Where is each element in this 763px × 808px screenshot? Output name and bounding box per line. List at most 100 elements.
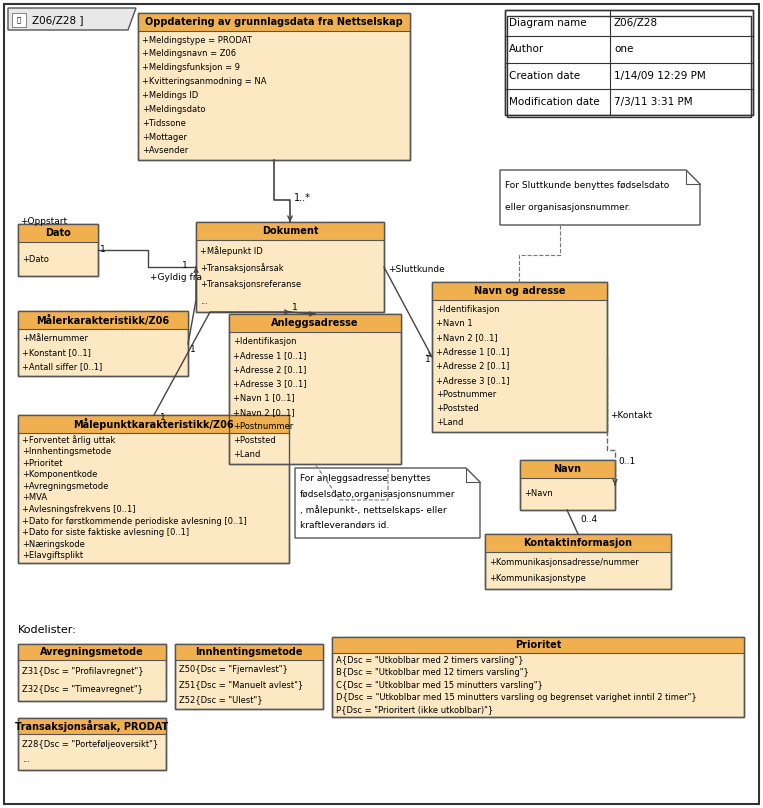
Text: 1..*: 1..* bbox=[294, 193, 311, 203]
Bar bbox=[18, 718, 166, 734]
Bar bbox=[332, 637, 744, 653]
Text: +Meldingsfunksjon = 9: +Meldingsfunksjon = 9 bbox=[142, 63, 240, 72]
Text: C{Dsc = "Utkoblbar med 15 minutters varsling"}: C{Dsc = "Utkoblbar med 15 minutters vars… bbox=[336, 680, 543, 689]
Text: +Sluttkunde: +Sluttkunde bbox=[388, 266, 445, 275]
Text: Dato: Dato bbox=[45, 228, 71, 238]
Text: 0..1: 0..1 bbox=[618, 457, 636, 466]
Text: +Navn 1 [0..1]: +Navn 1 [0..1] bbox=[233, 393, 295, 402]
Bar bbox=[18, 224, 98, 276]
Bar bbox=[520, 460, 615, 478]
Bar bbox=[138, 13, 410, 160]
Bar bbox=[505, 10, 753, 115]
Text: +Identifikasjon: +Identifikasjon bbox=[233, 337, 297, 346]
Text: 1/14/09 12:29 PM: 1/14/09 12:29 PM bbox=[614, 70, 706, 81]
Text: Z32{Dsc = "Timeavregnet"}: Z32{Dsc = "Timeavregnet"} bbox=[22, 685, 143, 694]
Text: P{Dsc = "Prioritert (ikke utkoblbar)"}: P{Dsc = "Prioritert (ikke utkoblbar)"} bbox=[336, 705, 493, 713]
Text: B{Dsc = "Utkoblbar med 12 timers varsling"}: B{Dsc = "Utkoblbar med 12 timers varslin… bbox=[336, 668, 529, 677]
Text: +Oppstart: +Oppstart bbox=[20, 217, 67, 226]
Text: +Kontakt: +Kontakt bbox=[610, 410, 652, 419]
Bar bbox=[18, 718, 166, 770]
Text: 1: 1 bbox=[100, 246, 106, 255]
Text: A{Dsc = "Utkoblbar med 2 timers varsling"}: A{Dsc = "Utkoblbar med 2 timers varsling… bbox=[336, 656, 523, 665]
Bar bbox=[196, 222, 384, 312]
Text: +Land: +Land bbox=[233, 450, 260, 459]
Bar bbox=[196, 222, 384, 312]
Text: +Dato: +Dato bbox=[22, 255, 49, 263]
Text: +Prioritet: +Prioritet bbox=[22, 459, 63, 468]
Polygon shape bbox=[8, 8, 136, 30]
Bar bbox=[18, 415, 289, 433]
Text: +Innhentingsmetode: +Innhentingsmetode bbox=[22, 448, 111, 457]
Text: +Elavgiftsplikt: +Elavgiftsplikt bbox=[22, 551, 83, 560]
Text: 1: 1 bbox=[292, 304, 298, 313]
Bar bbox=[507, 16, 751, 117]
Text: Kontaktinformasjon: Kontaktinformasjon bbox=[523, 538, 633, 548]
Bar bbox=[229, 314, 401, 332]
Bar bbox=[432, 282, 607, 432]
Bar bbox=[332, 637, 744, 717]
Text: one: one bbox=[614, 44, 633, 54]
Text: +Forventet årlig uttak: +Forventet årlig uttak bbox=[22, 436, 115, 445]
Bar bbox=[196, 222, 384, 240]
Text: +Navn 2 [0..1]: +Navn 2 [0..1] bbox=[233, 408, 295, 417]
Bar bbox=[18, 311, 188, 376]
Text: +Næringskode: +Næringskode bbox=[22, 540, 85, 549]
Text: Innhentingsmetode: Innhentingsmetode bbox=[195, 647, 303, 657]
Bar bbox=[18, 311, 188, 329]
Text: , målepunkt-, nettselskaps- eller: , målepunkt-, nettselskaps- eller bbox=[300, 505, 446, 515]
Text: Kodelister:: Kodelister: bbox=[18, 625, 77, 635]
Text: For anleggsadresse benyttes: For anleggsadresse benyttes bbox=[300, 474, 430, 483]
Bar bbox=[485, 534, 671, 589]
Text: +Adresse 2 [0..1]: +Adresse 2 [0..1] bbox=[233, 365, 307, 374]
Text: 7/3/11 3:31 PM: 7/3/11 3:31 PM bbox=[614, 97, 693, 107]
Bar bbox=[520, 460, 615, 510]
Text: kraftleverandørs id.: kraftleverandørs id. bbox=[300, 521, 389, 530]
Bar bbox=[18, 224, 98, 242]
Text: +Adresse 1 [0..1]: +Adresse 1 [0..1] bbox=[436, 347, 510, 356]
Text: +Mottager: +Mottager bbox=[142, 133, 187, 141]
Text: +Antall siffer [0..1]: +Antall siffer [0..1] bbox=[22, 362, 102, 371]
Text: Avregningsmetode: Avregningsmetode bbox=[40, 647, 144, 657]
Text: +Postnummer: +Postnummer bbox=[436, 390, 496, 399]
Text: +Navn: +Navn bbox=[524, 490, 552, 499]
Bar bbox=[18, 311, 188, 376]
Text: +Tidssone: +Tidssone bbox=[142, 119, 186, 128]
Bar bbox=[175, 644, 323, 709]
Text: Målepunktkarakteristikk/Z06: Målepunktkarakteristikk/Z06 bbox=[73, 418, 233, 430]
Bar bbox=[432, 282, 607, 432]
Text: ...: ... bbox=[200, 297, 208, 305]
Text: +Dato for førstkommende periodiske avlesning [0..1]: +Dato for førstkommende periodiske avles… bbox=[22, 516, 246, 525]
Polygon shape bbox=[500, 170, 700, 225]
Text: +Navn 2 [0..1]: +Navn 2 [0..1] bbox=[436, 333, 497, 342]
Text: +Poststed: +Poststed bbox=[233, 436, 275, 445]
Bar bbox=[432, 282, 607, 300]
Text: +Gyldig fra: +Gyldig fra bbox=[150, 273, 202, 283]
Text: Z06/Z28 ]: Z06/Z28 ] bbox=[32, 15, 83, 25]
Text: +Kommunikasjonstype: +Kommunikasjonstype bbox=[489, 574, 586, 583]
Text: Navn og adresse: Navn og adresse bbox=[474, 286, 565, 296]
Text: +Kvitteringsanmodning = NA: +Kvitteringsanmodning = NA bbox=[142, 77, 266, 86]
Text: Modification date: Modification date bbox=[509, 97, 600, 107]
Text: Z31{Dsc = "Profilavregnet"}: Z31{Dsc = "Profilavregnet"} bbox=[22, 667, 143, 676]
Text: 1: 1 bbox=[190, 346, 196, 355]
Bar bbox=[18, 415, 289, 563]
Bar bbox=[485, 534, 671, 552]
Text: +Komponentkode: +Komponentkode bbox=[22, 470, 98, 479]
Text: 1: 1 bbox=[160, 414, 166, 423]
Text: Diagram name: Diagram name bbox=[509, 18, 587, 28]
Bar bbox=[18, 718, 166, 770]
Text: +Meldings ID: +Meldings ID bbox=[142, 91, 198, 100]
Text: 1: 1 bbox=[182, 260, 188, 270]
Text: +Meldingsdato: +Meldingsdato bbox=[142, 105, 205, 114]
Bar bbox=[18, 224, 98, 276]
Text: Navn: Navn bbox=[553, 464, 581, 474]
Bar bbox=[138, 13, 410, 31]
Bar bbox=[18, 644, 166, 660]
Text: +Transaksjonsårsak: +Transaksjonsårsak bbox=[200, 263, 284, 272]
Bar bbox=[18, 415, 289, 563]
Text: +Postnummer: +Postnummer bbox=[233, 422, 293, 431]
Text: +Transaksjonsreferanse: +Transaksjonsreferanse bbox=[200, 280, 301, 289]
Text: Prioritet: Prioritet bbox=[515, 640, 562, 650]
Text: +Identifikasjon: +Identifikasjon bbox=[436, 305, 500, 314]
Text: +Avregningsmetode: +Avregningsmetode bbox=[22, 482, 108, 491]
